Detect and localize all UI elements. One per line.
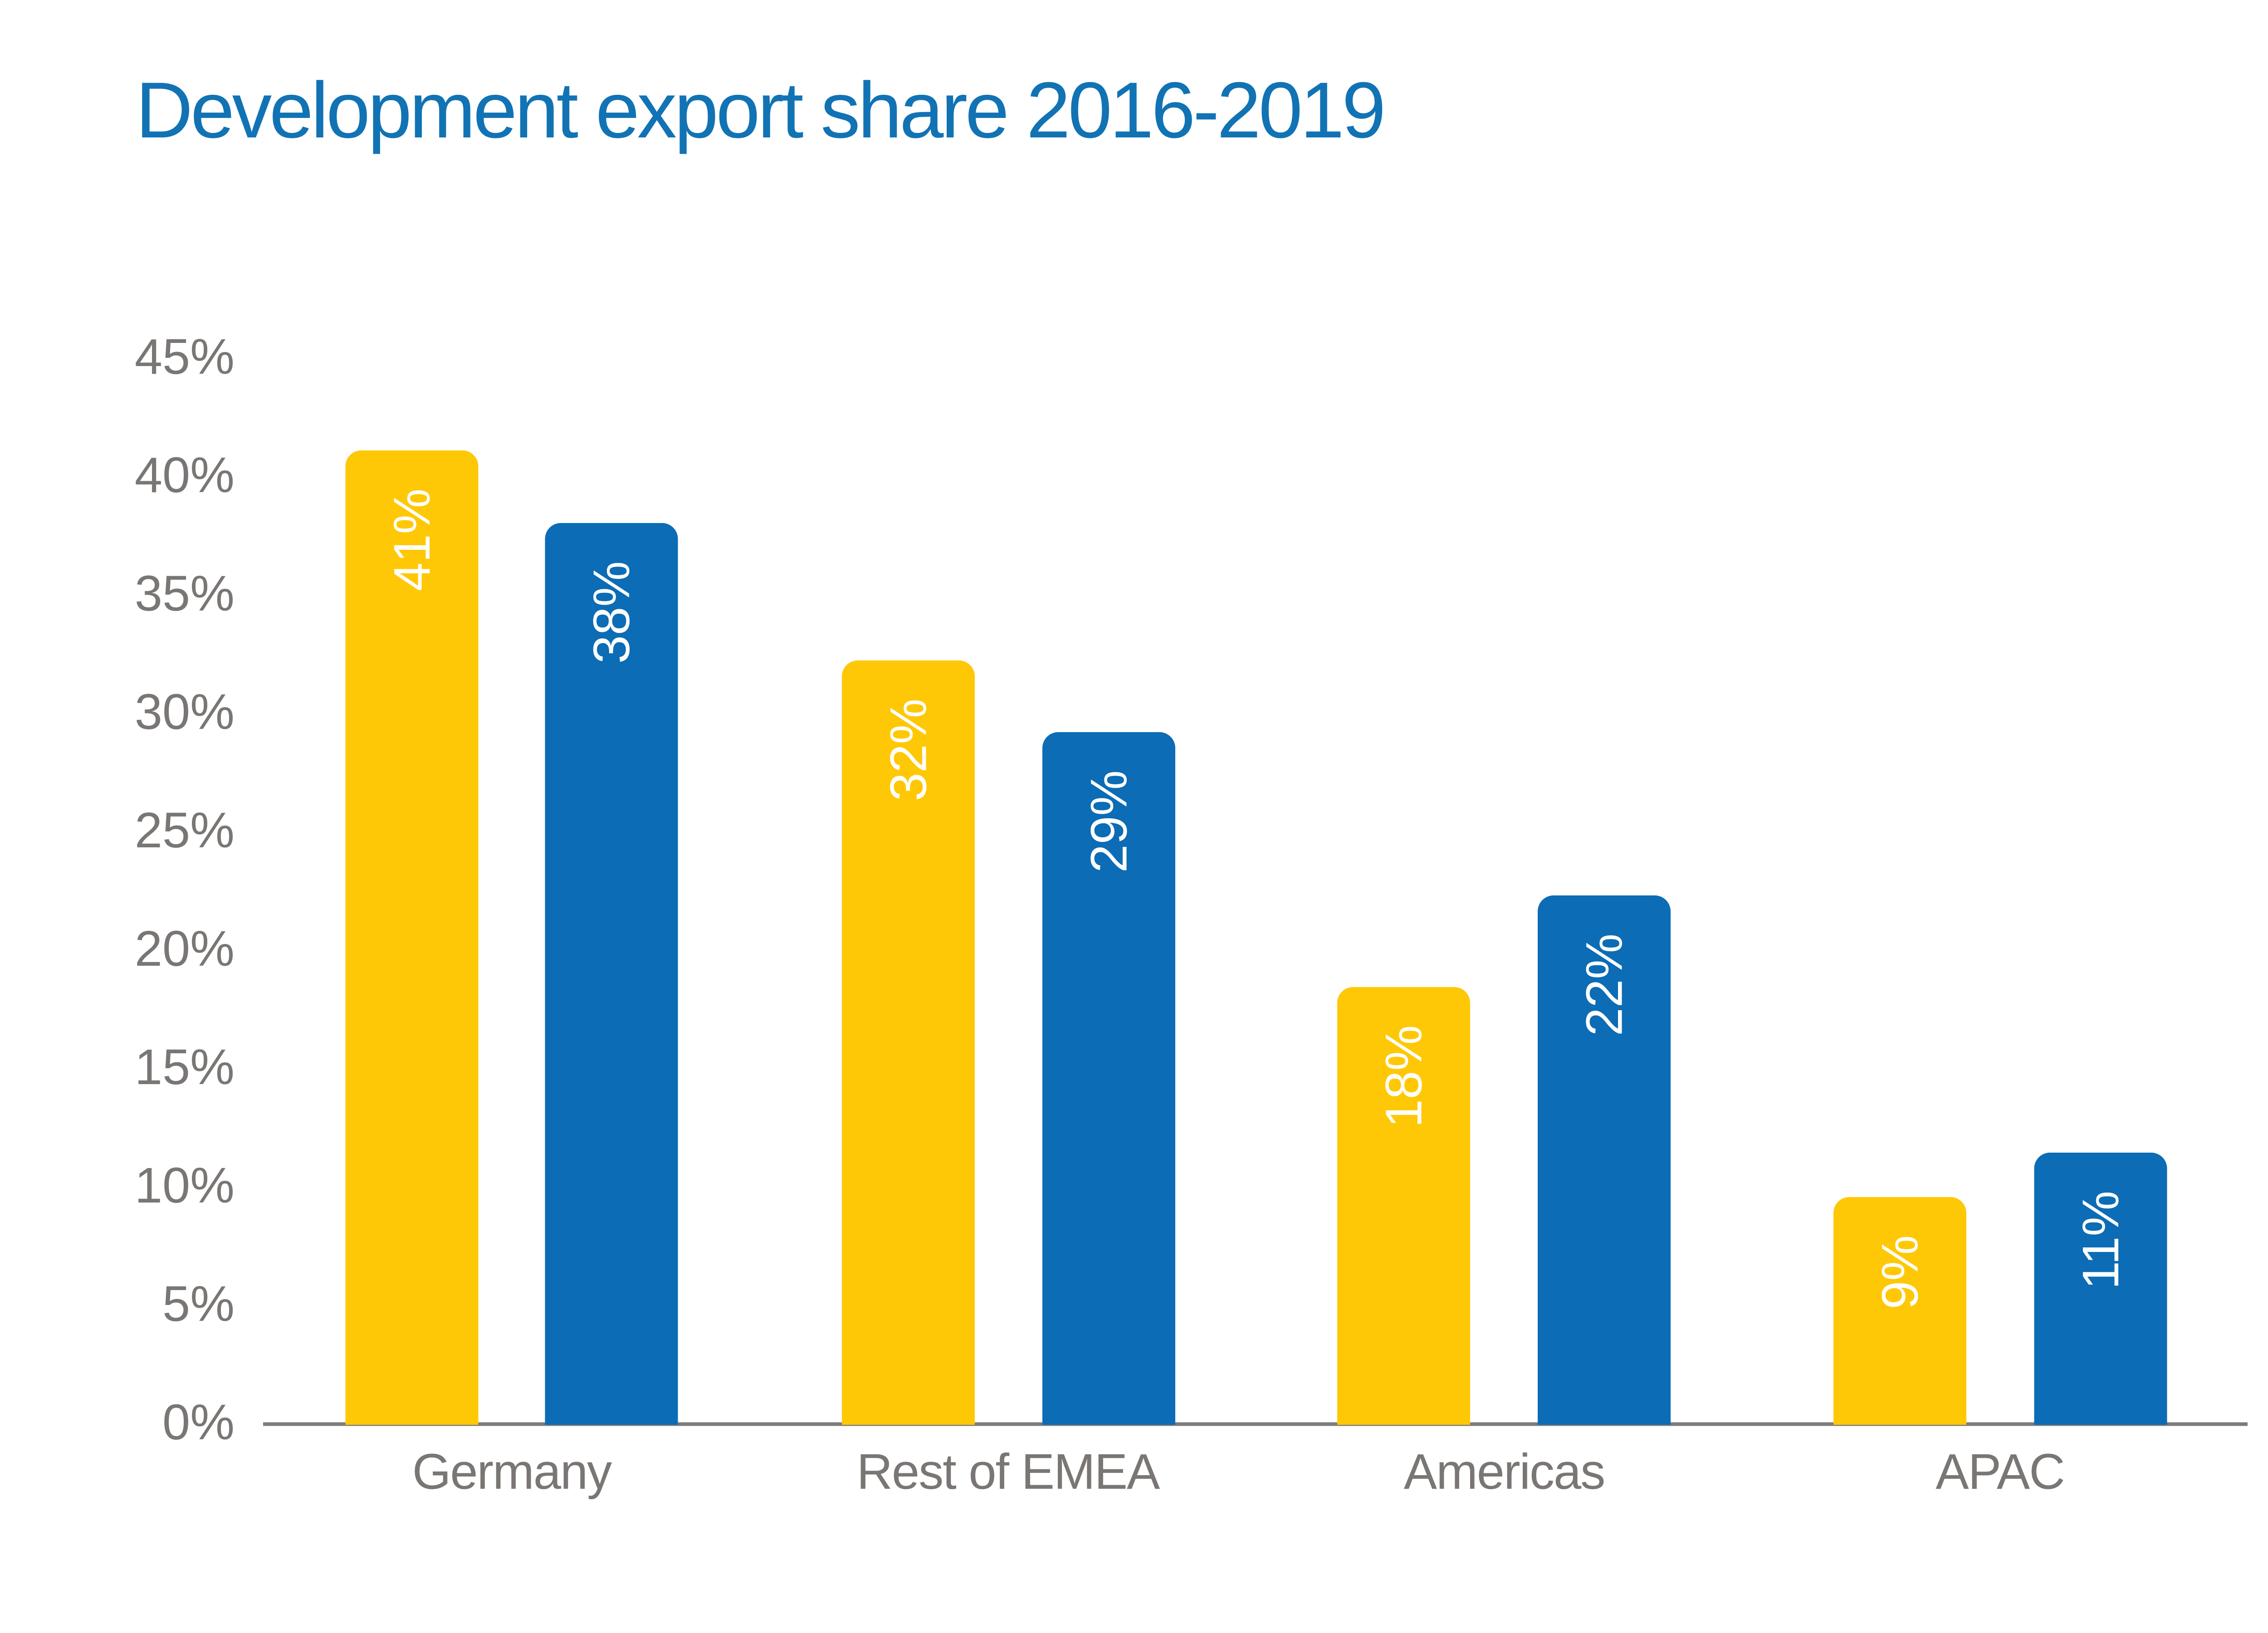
svg-text:Development export share 2016-: Development export share 2016-2019 <box>136 66 1383 155</box>
svg-text:APAC: APAC <box>1936 1444 2064 1500</box>
svg-text:35%: 35% <box>135 566 235 621</box>
svg-text:29%: 29% <box>1080 770 1138 873</box>
svg-text:41%: 41% <box>383 489 440 591</box>
svg-text:15%: 15% <box>135 1039 235 1095</box>
svg-text:5%: 5% <box>162 1276 235 1332</box>
svg-text:10%: 10% <box>135 1158 235 1213</box>
svg-text:38%: 38% <box>583 561 640 664</box>
svg-text:9%: 9% <box>1872 1235 1929 1309</box>
svg-text:25%: 25% <box>135 802 235 858</box>
svg-text:40%: 40% <box>135 447 235 503</box>
svg-text:Rest of EMEA: Rest of EMEA <box>857 1444 1160 1500</box>
svg-text:Americas: Americas <box>1404 1444 1604 1500</box>
svg-text:11%: 11% <box>2072 1191 2129 1290</box>
svg-text:0%: 0% <box>162 1394 235 1450</box>
svg-text:45%: 45% <box>135 329 235 385</box>
svg-text:Germany: Germany <box>412 1444 612 1500</box>
svg-text:18%: 18% <box>1375 1025 1432 1128</box>
svg-text:20%: 20% <box>135 921 235 977</box>
svg-text:32%: 32% <box>880 699 937 801</box>
svg-text:22%: 22% <box>1576 934 1633 1036</box>
svg-text:30%: 30% <box>135 684 235 740</box>
